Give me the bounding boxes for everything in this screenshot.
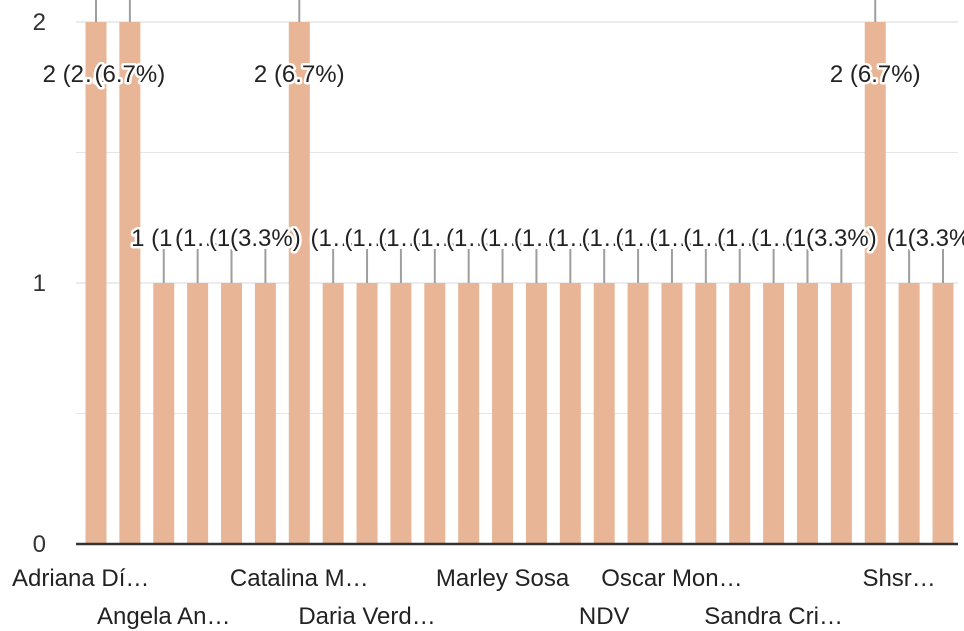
bar[interactable]	[695, 283, 717, 544]
y-tick-label: 2	[33, 9, 46, 36]
bar[interactable]	[864, 22, 886, 544]
bar[interactable]	[288, 22, 310, 544]
bar[interactable]	[763, 283, 785, 544]
bars	[85, 22, 954, 544]
bar[interactable]	[661, 283, 683, 544]
data-label: (1…	[649, 225, 694, 252]
data-label: (1…	[446, 225, 491, 252]
bar[interactable]	[254, 283, 276, 544]
data-label: (1…	[785, 225, 830, 252]
data-label: (1…	[480, 225, 525, 252]
bar[interactable]	[898, 283, 920, 544]
x-axis-tick-labels: Adriana Dí… Angela An…Catalina M… Daria Ve…	[12, 565, 936, 630]
y-tick-label: 1	[33, 270, 46, 297]
data-label: (3.3%)	[908, 225, 964, 252]
data-label: 2 (6.7%)	[254, 61, 345, 88]
y-axis-ticks: 0 1 2	[33, 9, 46, 558]
bar[interactable]	[153, 283, 175, 544]
data-label: 2 (6.7%)	[830, 61, 921, 88]
bar[interactable]	[932, 283, 954, 544]
data-label: (1…	[310, 225, 355, 252]
data-label: (3.3%)	[230, 225, 301, 252]
y-tick-label: 0	[33, 531, 46, 558]
data-label: (1…	[582, 225, 627, 252]
data-label: (1…	[175, 225, 220, 252]
bar[interactable]	[187, 283, 209, 544]
bar[interactable]	[593, 283, 615, 544]
data-label: (1…	[514, 225, 559, 252]
data-label: 2 (2…	[43, 61, 108, 88]
bar[interactable]	[492, 283, 514, 544]
gridlines	[76, 21, 958, 414]
data-label: (1…	[548, 225, 593, 252]
data-label: (1…	[412, 225, 457, 252]
bar[interactable]	[424, 283, 446, 544]
bar[interactable]	[221, 283, 243, 544]
x-tick-label: Oscar Mon…	[601, 565, 742, 592]
x-tick-label: Catalina M…	[230, 565, 369, 592]
data-label: (1…	[683, 225, 728, 252]
label-leader-lines	[95, 0, 944, 283]
data-label: (1…	[209, 225, 254, 252]
data-label: (1…	[615, 225, 660, 252]
x-tick-label: Daria Verd…	[298, 603, 435, 630]
x-tick-label: Shsr…	[862, 565, 935, 592]
x-tick-label: Sandra Cri…	[704, 603, 843, 630]
bar[interactable]	[627, 283, 649, 544]
bar[interactable]	[830, 283, 852, 544]
bar[interactable]	[796, 283, 818, 544]
data-label: (1…	[378, 225, 423, 252]
bar[interactable]	[458, 283, 480, 544]
bar[interactable]	[559, 283, 581, 544]
bar[interactable]	[322, 283, 344, 544]
data-label: (3.3%)	[806, 225, 877, 252]
x-tick-label: Marley Sosa	[436, 565, 570, 592]
bar[interactable]	[85, 22, 107, 544]
data-label: (1…	[717, 225, 762, 252]
x-tick-label: NDV	[579, 603, 630, 630]
data-label: 1 (1…	[131, 225, 196, 252]
bar[interactable]	[525, 283, 547, 544]
data-label: (1…	[886, 225, 931, 252]
x-tick-label: Adriana Dí…	[12, 565, 149, 592]
bar[interactable]	[390, 283, 412, 544]
bar[interactable]	[729, 283, 751, 544]
data-labels: 2 (2…(6.7%)1 (1…(1…(1…(3.3%)2 (6.7%)(1…(…	[40, 59, 964, 255]
x-tick-label: Angela An…	[97, 603, 230, 630]
data-label: (1…	[344, 225, 389, 252]
bar[interactable]	[356, 283, 378, 544]
data-label: (6.7%)	[95, 61, 166, 88]
data-label: (1…	[751, 225, 796, 252]
bar[interactable]	[119, 22, 141, 544]
